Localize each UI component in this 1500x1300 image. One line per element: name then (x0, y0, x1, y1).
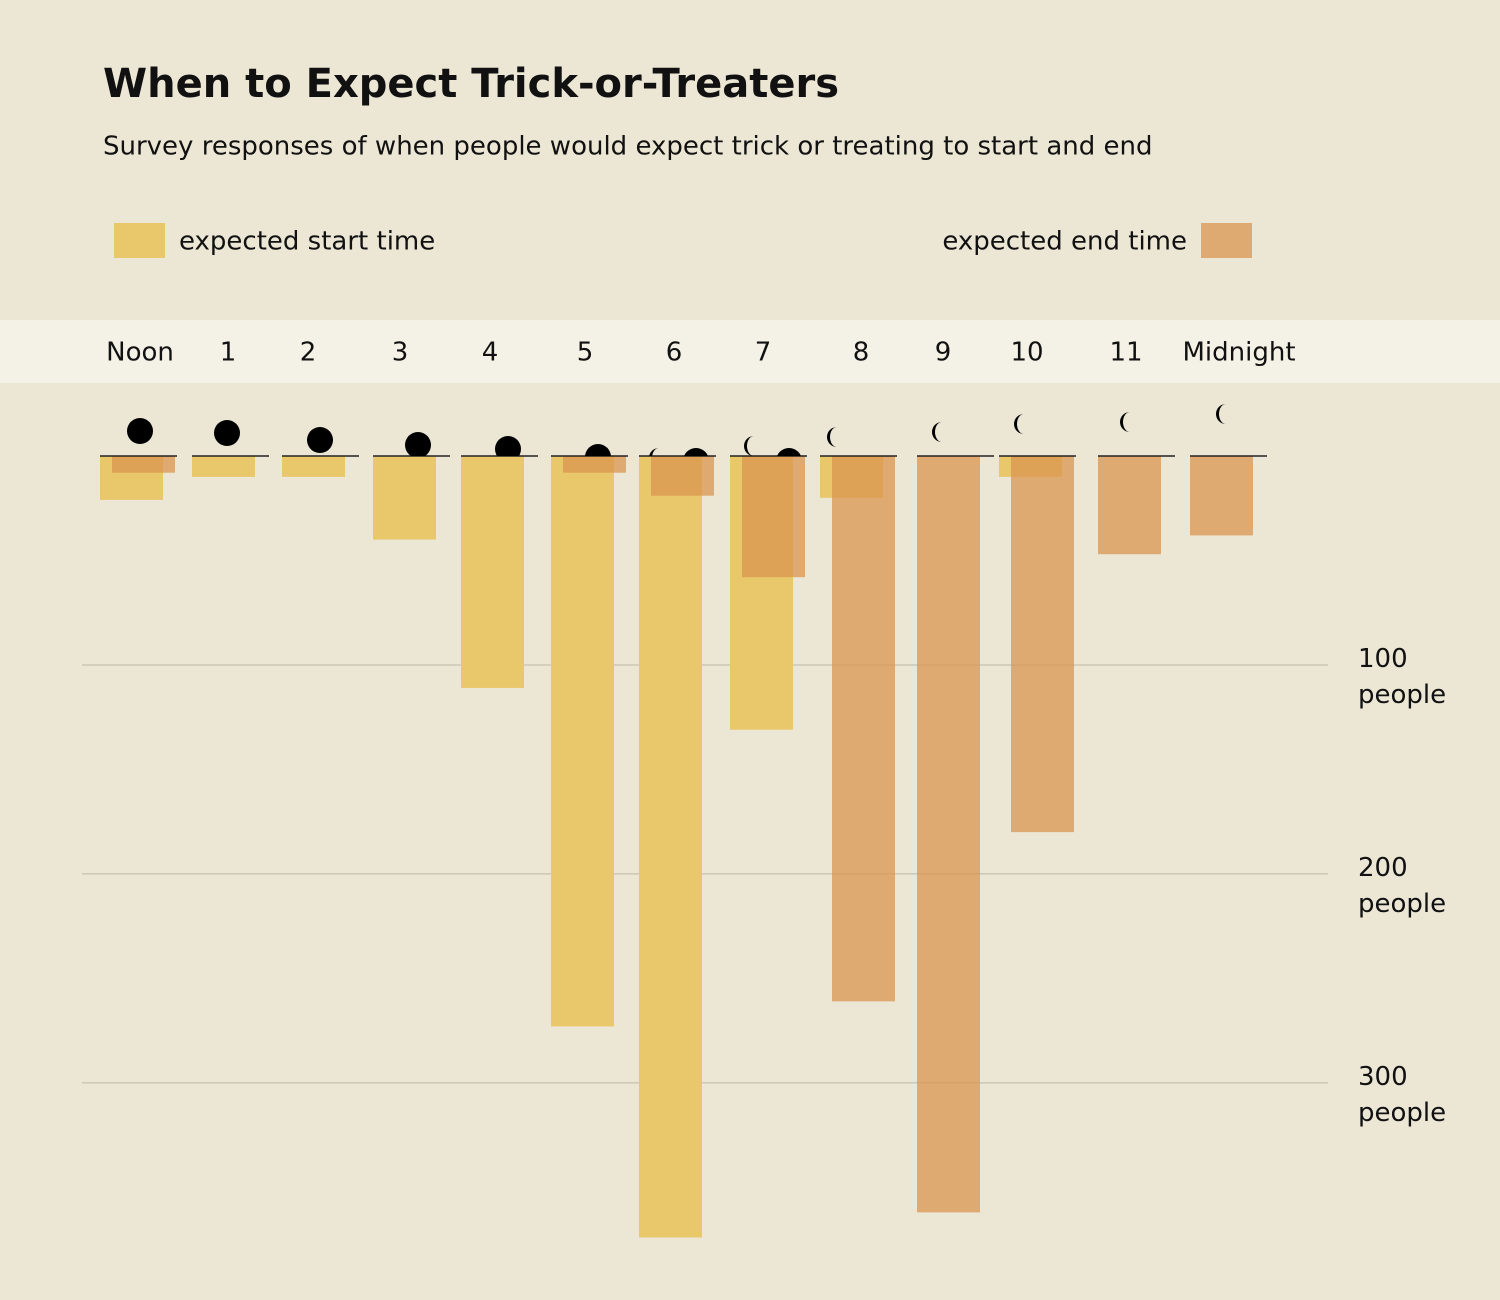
sun-icon (495, 436, 521, 456)
x-tick-label: Noon (106, 338, 174, 368)
bar (1190, 456, 1253, 536)
x-tick-label: 8 (853, 338, 870, 368)
x-tick-label: 7 (755, 338, 772, 368)
x-tick-label: 11 (1109, 338, 1142, 368)
hour-band (0, 320, 1500, 383)
bar (551, 456, 614, 1027)
x-tick-label: Midnight (1182, 338, 1295, 368)
bar (639, 456, 702, 1238)
legend-swatch (114, 223, 165, 258)
sun-icon (684, 448, 708, 456)
x-tick-label: 3 (392, 338, 409, 368)
bar (373, 456, 436, 540)
sky-icons (127, 404, 1226, 456)
x-tick-label: 2 (300, 338, 317, 368)
moon-icon (932, 422, 942, 442)
bar (832, 456, 895, 1002)
moon-icon (744, 436, 754, 456)
sun-icon (585, 444, 611, 456)
bar (461, 456, 524, 688)
bar (563, 456, 626, 473)
x-tick-label: 1 (220, 338, 237, 368)
bar (1011, 456, 1074, 833)
x-tick-label: 9 (935, 338, 952, 368)
x-tick-label: 4 (482, 338, 499, 368)
bar (651, 456, 714, 496)
bar (917, 456, 980, 1213)
x-tick-label: 6 (666, 338, 683, 368)
y-tick-label: 100 people (1358, 643, 1447, 710)
legend-label: expected end time (942, 227, 1187, 257)
moon-icon (1014, 414, 1024, 434)
bars (100, 456, 1253, 1238)
y-tick-label: 300 people (1358, 1061, 1447, 1128)
sun-icon (214, 420, 240, 446)
sun-icon (127, 418, 153, 444)
moon-icon (827, 427, 837, 447)
sun-icon (307, 427, 333, 453)
bar (192, 456, 255, 477)
chart-title: When to Expect Trick-or-Treaters (103, 61, 839, 107)
y-tick-label: 200 people (1358, 852, 1447, 919)
sun-icon (777, 448, 801, 456)
bar (1098, 456, 1161, 555)
moon-icon (1120, 412, 1130, 432)
legend-label: expected start time (179, 227, 435, 257)
x-tick-label: 10 (1010, 338, 1043, 368)
sun-icon (405, 432, 431, 456)
bar (112, 456, 175, 473)
moon-icon (1216, 404, 1226, 424)
chart-subtitle: Survey responses of when people would ex… (103, 132, 1152, 162)
x-tick-label: 5 (577, 338, 594, 368)
legend-swatch (1201, 223, 1252, 258)
bar (742, 456, 805, 578)
moon-icon (649, 448, 659, 456)
bar (282, 456, 345, 477)
